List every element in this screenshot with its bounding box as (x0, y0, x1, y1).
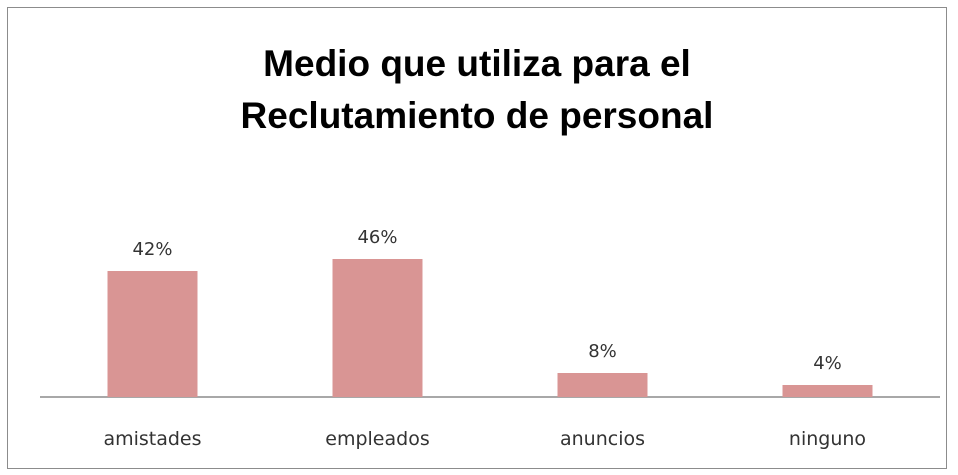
chart-title-line-1: Medio que utiliza para el (263, 43, 691, 84)
chart-title: Medio que utiliza para el Reclutamiento … (8, 38, 946, 142)
bar-empleados (332, 259, 423, 397)
bar-anuncios (557, 373, 648, 397)
x-tick-label-amistades: amistades (103, 428, 201, 450)
data-label-anuncios: 8% (588, 341, 617, 362)
data-label-amistades: 42% (132, 239, 172, 260)
data-label-ninguno: 4% (813, 353, 842, 374)
bar-amistades (107, 271, 198, 397)
chart-title-line-2: Reclutamiento de personal (240, 95, 714, 136)
x-tick-label-anuncios: anuncios (560, 428, 645, 450)
x-tick-label-ninguno: ninguno (789, 428, 866, 450)
data-label-empleados: 46% (357, 227, 397, 248)
bar-ninguno (782, 385, 873, 397)
x-tick-label-empleados: empleados (325, 428, 429, 450)
